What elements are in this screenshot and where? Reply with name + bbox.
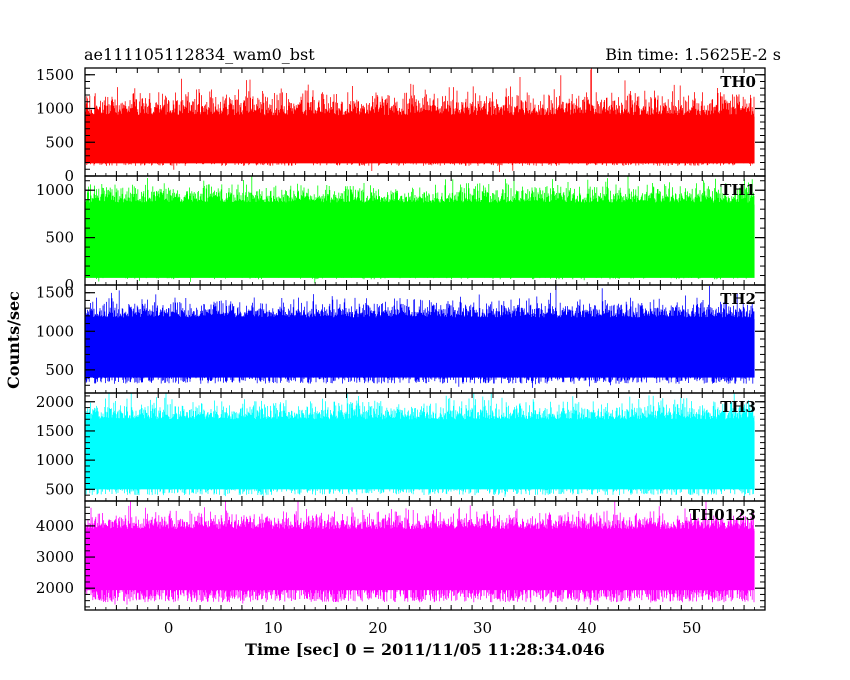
x-tick-label: 40 <box>578 619 597 637</box>
panel-label-th0: TH0 <box>720 73 756 91</box>
y-tick-label-th0: 0 <box>64 167 74 185</box>
y-tick-label-th2: 1500 <box>36 284 74 302</box>
panel-frame-th0123 <box>84 500 766 611</box>
series-trace-th2 <box>85 285 755 388</box>
header-right-title: Bin time: 1.5625E-2 s <box>605 45 781 64</box>
x-tick-label: 10 <box>264 619 283 637</box>
panel-label-th2: TH2 <box>720 290 756 308</box>
y-tick-label-th3: 2000 <box>36 393 74 411</box>
label-layer: ae111105112834_wam0_bst Bin time: 1.5625… <box>4 45 781 659</box>
x-axis-title: Time [sec] 0 = 2011/11/05 11:28:34.046 <box>245 640 605 659</box>
y-tick-label-th0: 1500 <box>36 66 74 84</box>
series-trace-th3 <box>85 393 755 498</box>
x-tick-label: 30 <box>473 619 492 637</box>
x-tick-label: 0 <box>164 619 174 637</box>
y-tick-label-th0123: 2000 <box>36 579 74 597</box>
y-tick-label-th3: 1000 <box>36 451 74 469</box>
series-layer <box>85 68 755 605</box>
panel-label-th1: TH1 <box>720 181 756 199</box>
frame-layer <box>84 67 766 611</box>
y-tick-label-th1: 0 <box>64 276 74 294</box>
series-trace-th1 <box>85 176 755 284</box>
y-tick-label-th1: 500 <box>45 229 74 247</box>
y-tick-label-th0: 500 <box>45 133 74 151</box>
y-tick-label-th0123: 3000 <box>36 548 74 566</box>
series-trace-th0123 <box>85 501 755 605</box>
panel-label-th0123: TH0123 <box>689 506 756 524</box>
y-tick-label-th1: 1000 <box>36 181 74 199</box>
y-axis-title: Counts/sec <box>4 291 23 389</box>
panel-label-th3: TH3 <box>720 398 756 416</box>
y-tick-label-th3: 1500 <box>36 422 74 440</box>
y-tick-label-th0: 1000 <box>36 100 74 118</box>
y-tick-label-th2: 1000 <box>36 322 74 340</box>
y-tick-label-th2: 500 <box>45 361 74 379</box>
x-tick-label: 20 <box>368 619 387 637</box>
y-tick-label-th3: 500 <box>45 480 74 498</box>
y-tick-label-th0123: 4000 <box>36 517 74 535</box>
header-left-title: ae111105112834_wam0_bst <box>84 45 315 64</box>
series-trace-th0 <box>85 68 755 172</box>
x-tick-label: 50 <box>682 619 701 637</box>
